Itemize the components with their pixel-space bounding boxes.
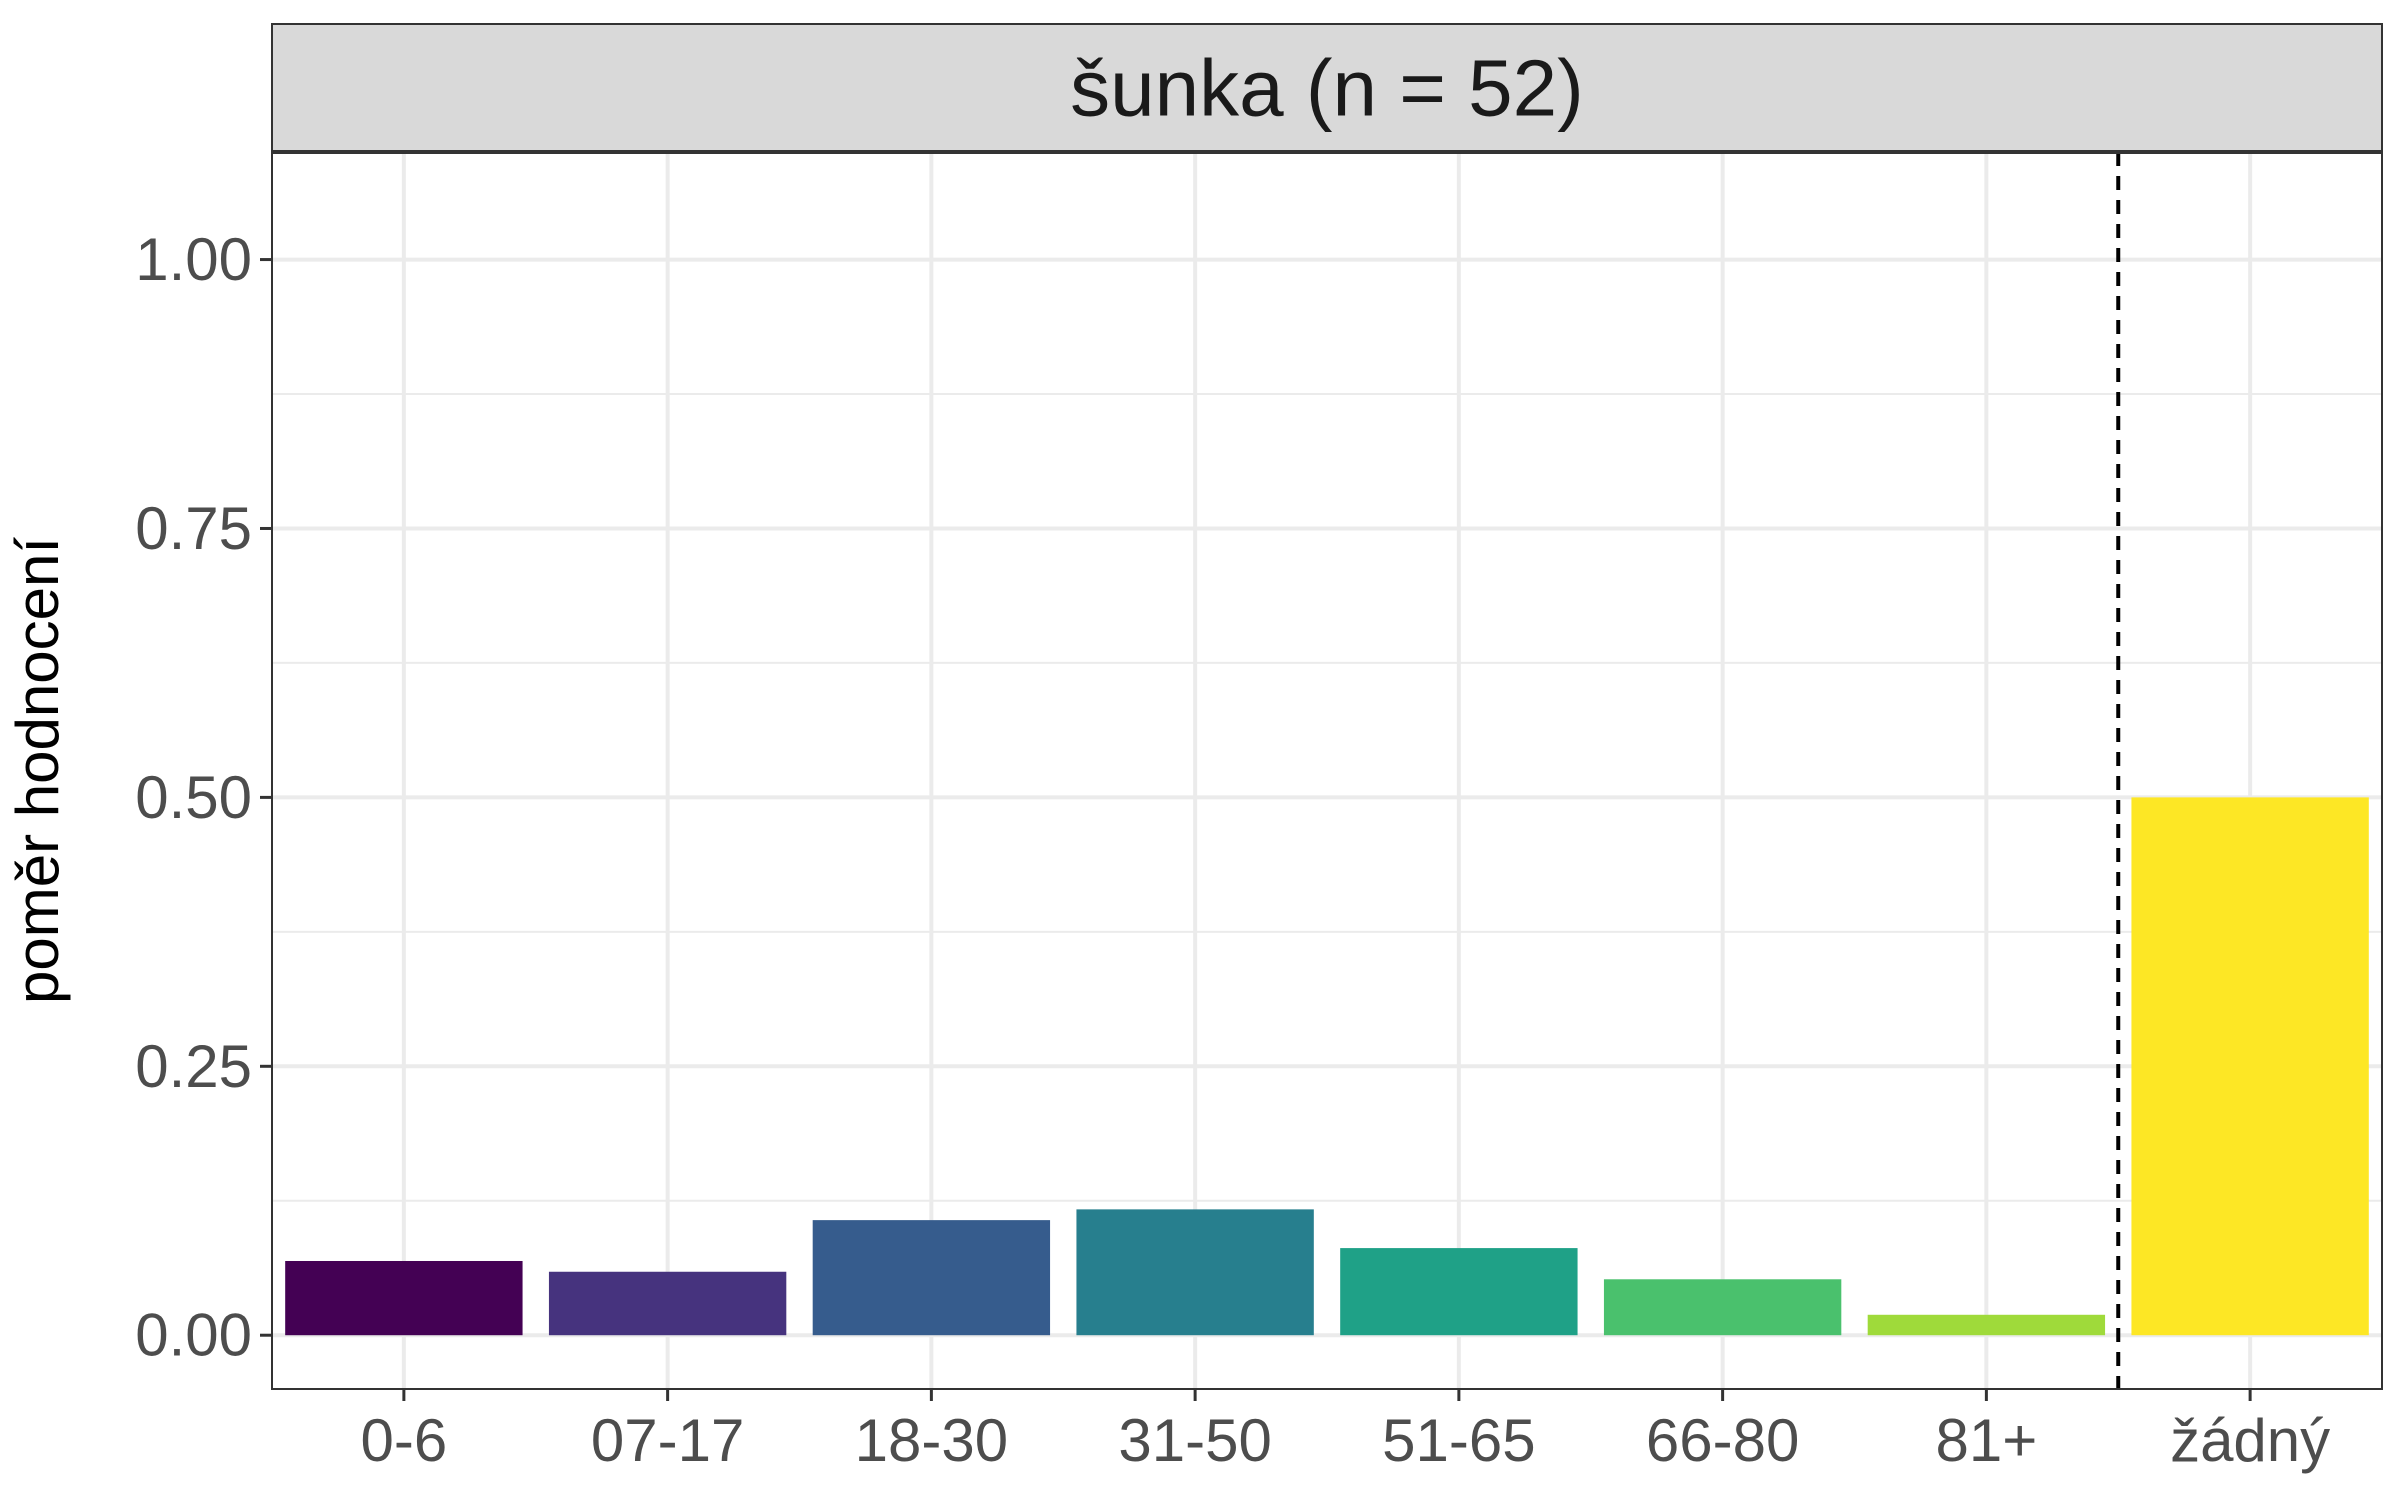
y-tick-label: 0.25	[135, 1033, 252, 1100]
bar-žádný	[2131, 797, 2369, 1336]
bar-0-6	[285, 1260, 523, 1336]
y-axis-title: poměr hodnocení	[4, 537, 71, 1004]
x-axis: 0-6 07-17 18-30 31-50 51-65 66-80 81+ žádný	[361, 1389, 2330, 1474]
x-tick-label: 51-65	[1382, 1407, 1535, 1474]
y-tick-label: 0.75	[135, 495, 252, 562]
y-tick-label: 1.00	[135, 226, 252, 293]
bar-51-65	[1340, 1248, 1578, 1336]
x-tick-label: 31-50	[1118, 1407, 1271, 1474]
bar-18-30	[812, 1220, 1051, 1336]
y-tick-label: 0.00	[135, 1302, 252, 1369]
x-tick-label: 0-6	[361, 1407, 448, 1474]
y-tick-label: 0.50	[135, 764, 252, 831]
bars	[285, 797, 2369, 1336]
x-tick-label: 18-30	[855, 1407, 1008, 1474]
gridlines	[272, 152, 2382, 1389]
bar-31-50	[1076, 1209, 1314, 1336]
facet-title: šunka (n = 52)	[1070, 44, 1584, 133]
y-axis: 0.00 0.25 0.50 0.75 1.00	[135, 226, 272, 1369]
bar-66-80	[1603, 1279, 1842, 1336]
x-tick-label: žádný	[2170, 1407, 2330, 1474]
bar-81+	[1867, 1314, 2106, 1336]
facet-strip	[271, 23, 2383, 153]
bar-07-17	[548, 1271, 787, 1336]
x-tick-label: 81+	[1935, 1407, 2037, 1474]
x-tick-label: 07-17	[591, 1407, 744, 1474]
x-tick-label: 66-80	[1646, 1407, 1799, 1474]
